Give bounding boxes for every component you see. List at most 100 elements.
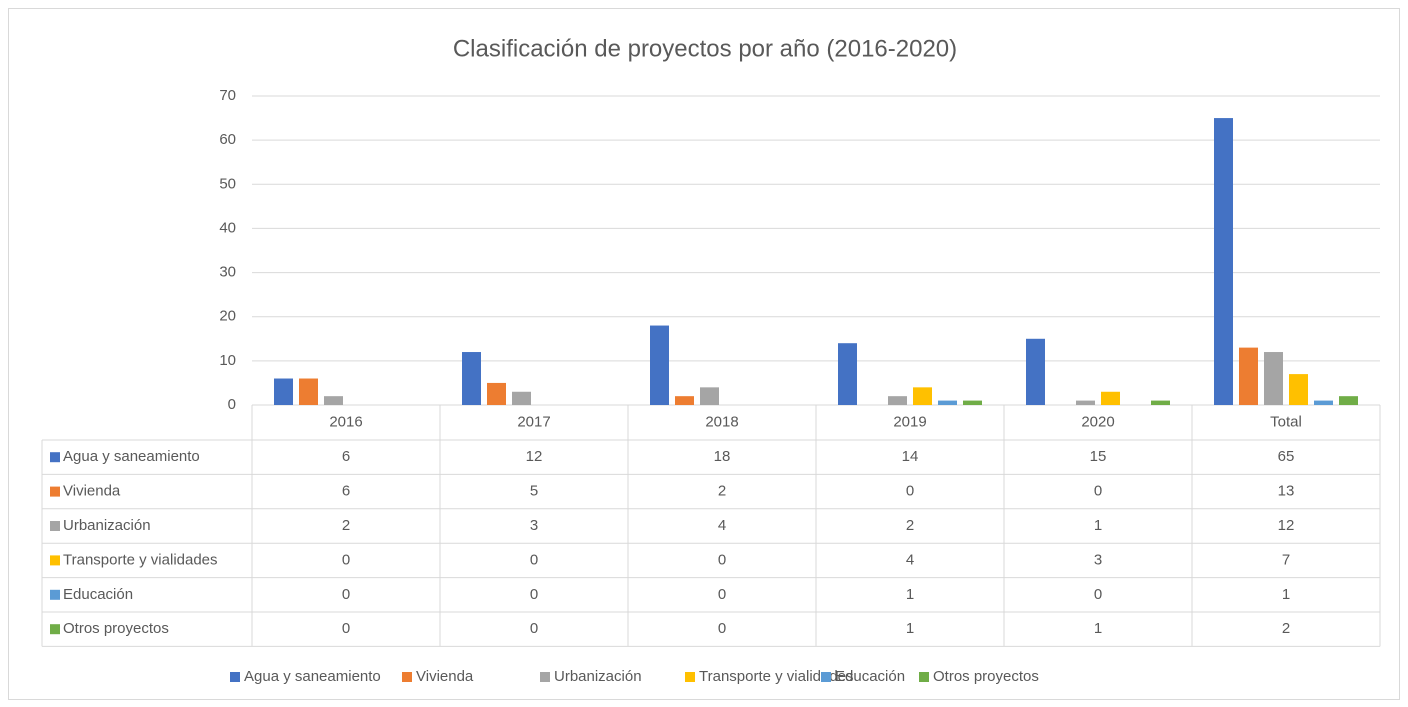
bar — [888, 396, 907, 405]
table-legend-key — [50, 521, 60, 531]
table-cell: 0 — [530, 586, 538, 603]
table-cell: 6 — [342, 448, 350, 465]
x-tick-label: 2017 — [517, 413, 550, 430]
table-legend-key — [50, 589, 60, 600]
legend-label: Otros proyectos — [933, 668, 1039, 685]
table-cell: 0 — [1094, 483, 1102, 500]
x-tick-label: 2018 — [705, 413, 738, 430]
table-cell: 0 — [342, 551, 350, 568]
legend-key — [540, 672, 550, 682]
table-cell: 0 — [718, 586, 726, 603]
y-tick-label: 60 — [219, 131, 236, 148]
bar — [675, 396, 694, 405]
table-cell: 18 — [714, 448, 731, 465]
table-legend-key — [50, 555, 60, 566]
y-tick-label: 0 — [228, 396, 236, 413]
y-tick-label: 70 — [219, 87, 236, 104]
legend-key — [230, 672, 240, 682]
table-cell: 0 — [342, 620, 350, 637]
table-cell: 0 — [718, 551, 726, 568]
table-cell: 65 — [1278, 448, 1295, 465]
legend-label: Transporte y vialidades — [699, 668, 854, 685]
bar — [963, 400, 982, 405]
bar — [913, 387, 932, 405]
table-legend-key — [50, 486, 60, 497]
chart-title: Clasificación de proyectos por año (2016… — [453, 35, 957, 62]
table-cell: 2 — [906, 517, 914, 534]
bar — [324, 396, 343, 405]
table-cell: 1 — [1094, 620, 1102, 637]
x-tick-label: 2020 — [1081, 413, 1114, 430]
table-cell: 4 — [906, 551, 914, 568]
table-cell: 0 — [718, 620, 726, 637]
table-cell: 1 — [1282, 586, 1290, 603]
table-legend-key — [50, 624, 60, 635]
table-cell: 6 — [342, 483, 350, 500]
table-cell: 2 — [1282, 620, 1290, 637]
bar — [1289, 374, 1308, 405]
bar — [512, 391, 531, 405]
table-row-label: Transporte y vialidades — [63, 551, 218, 568]
bar — [1214, 118, 1233, 406]
table-cell: 0 — [530, 551, 538, 568]
bar — [1239, 347, 1258, 405]
table-cell: 2 — [342, 517, 350, 534]
table-cell: 5 — [530, 483, 538, 500]
legend-key — [919, 672, 929, 682]
legend-key — [402, 672, 412, 682]
bar — [487, 382, 506, 405]
bar — [274, 378, 293, 405]
x-tick-label: Total — [1270, 413, 1302, 430]
legend-label: Vivienda — [416, 668, 474, 685]
table-cell: 4 — [718, 517, 726, 534]
table-cell: 15 — [1090, 448, 1107, 465]
y-tick-label: 30 — [219, 264, 236, 281]
table-cell: 14 — [902, 448, 919, 465]
y-tick-label: 40 — [219, 219, 236, 236]
table-cell: 0 — [906, 483, 914, 500]
table-row-label: Agua y saneamiento — [63, 448, 200, 465]
table-cell: 3 — [1094, 551, 1102, 568]
chart-border — [8, 8, 1400, 700]
legend-label: Educación — [835, 668, 905, 685]
y-tick-label: 50 — [219, 175, 236, 192]
bar — [938, 400, 957, 405]
bar — [1339, 396, 1358, 405]
bar — [1026, 338, 1045, 405]
table-cell: 3 — [530, 517, 538, 534]
bar — [650, 325, 669, 405]
legend-key — [685, 672, 695, 682]
legend-key — [821, 672, 831, 682]
table-cell: 2 — [718, 483, 726, 500]
bar — [838, 343, 857, 405]
bar — [1151, 400, 1170, 405]
table-legend-key — [50, 452, 60, 463]
table-cell: 0 — [1094, 586, 1102, 603]
table-cell: 12 — [1278, 517, 1295, 534]
y-tick-label: 10 — [219, 352, 236, 369]
bar — [1264, 352, 1283, 405]
bar — [700, 387, 719, 405]
legend-label: Agua y saneamiento — [244, 668, 381, 685]
bar — [1101, 391, 1120, 405]
table-cell: 1 — [1094, 517, 1102, 534]
bar — [299, 378, 318, 405]
y-tick-label: 20 — [219, 308, 236, 325]
table-row-label: Otros proyectos — [63, 620, 169, 637]
table-cell: 13 — [1278, 483, 1295, 500]
table-row-label: Educación — [63, 586, 133, 603]
table-cell: 0 — [530, 620, 538, 637]
bar — [462, 352, 481, 405]
table-cell: 1 — [906, 620, 914, 637]
x-tick-label: 2019 — [893, 413, 926, 430]
bar — [1314, 400, 1333, 405]
table-row-label: Urbanización — [63, 517, 151, 534]
table-row-label: Vivienda — [63, 483, 121, 500]
table-cell: 1 — [906, 586, 914, 603]
x-tick-label: 2016 — [329, 413, 362, 430]
table-cell: 12 — [526, 448, 543, 465]
bar — [1076, 400, 1095, 405]
legend-label: Urbanización — [554, 668, 642, 685]
table-cell: 0 — [342, 586, 350, 603]
